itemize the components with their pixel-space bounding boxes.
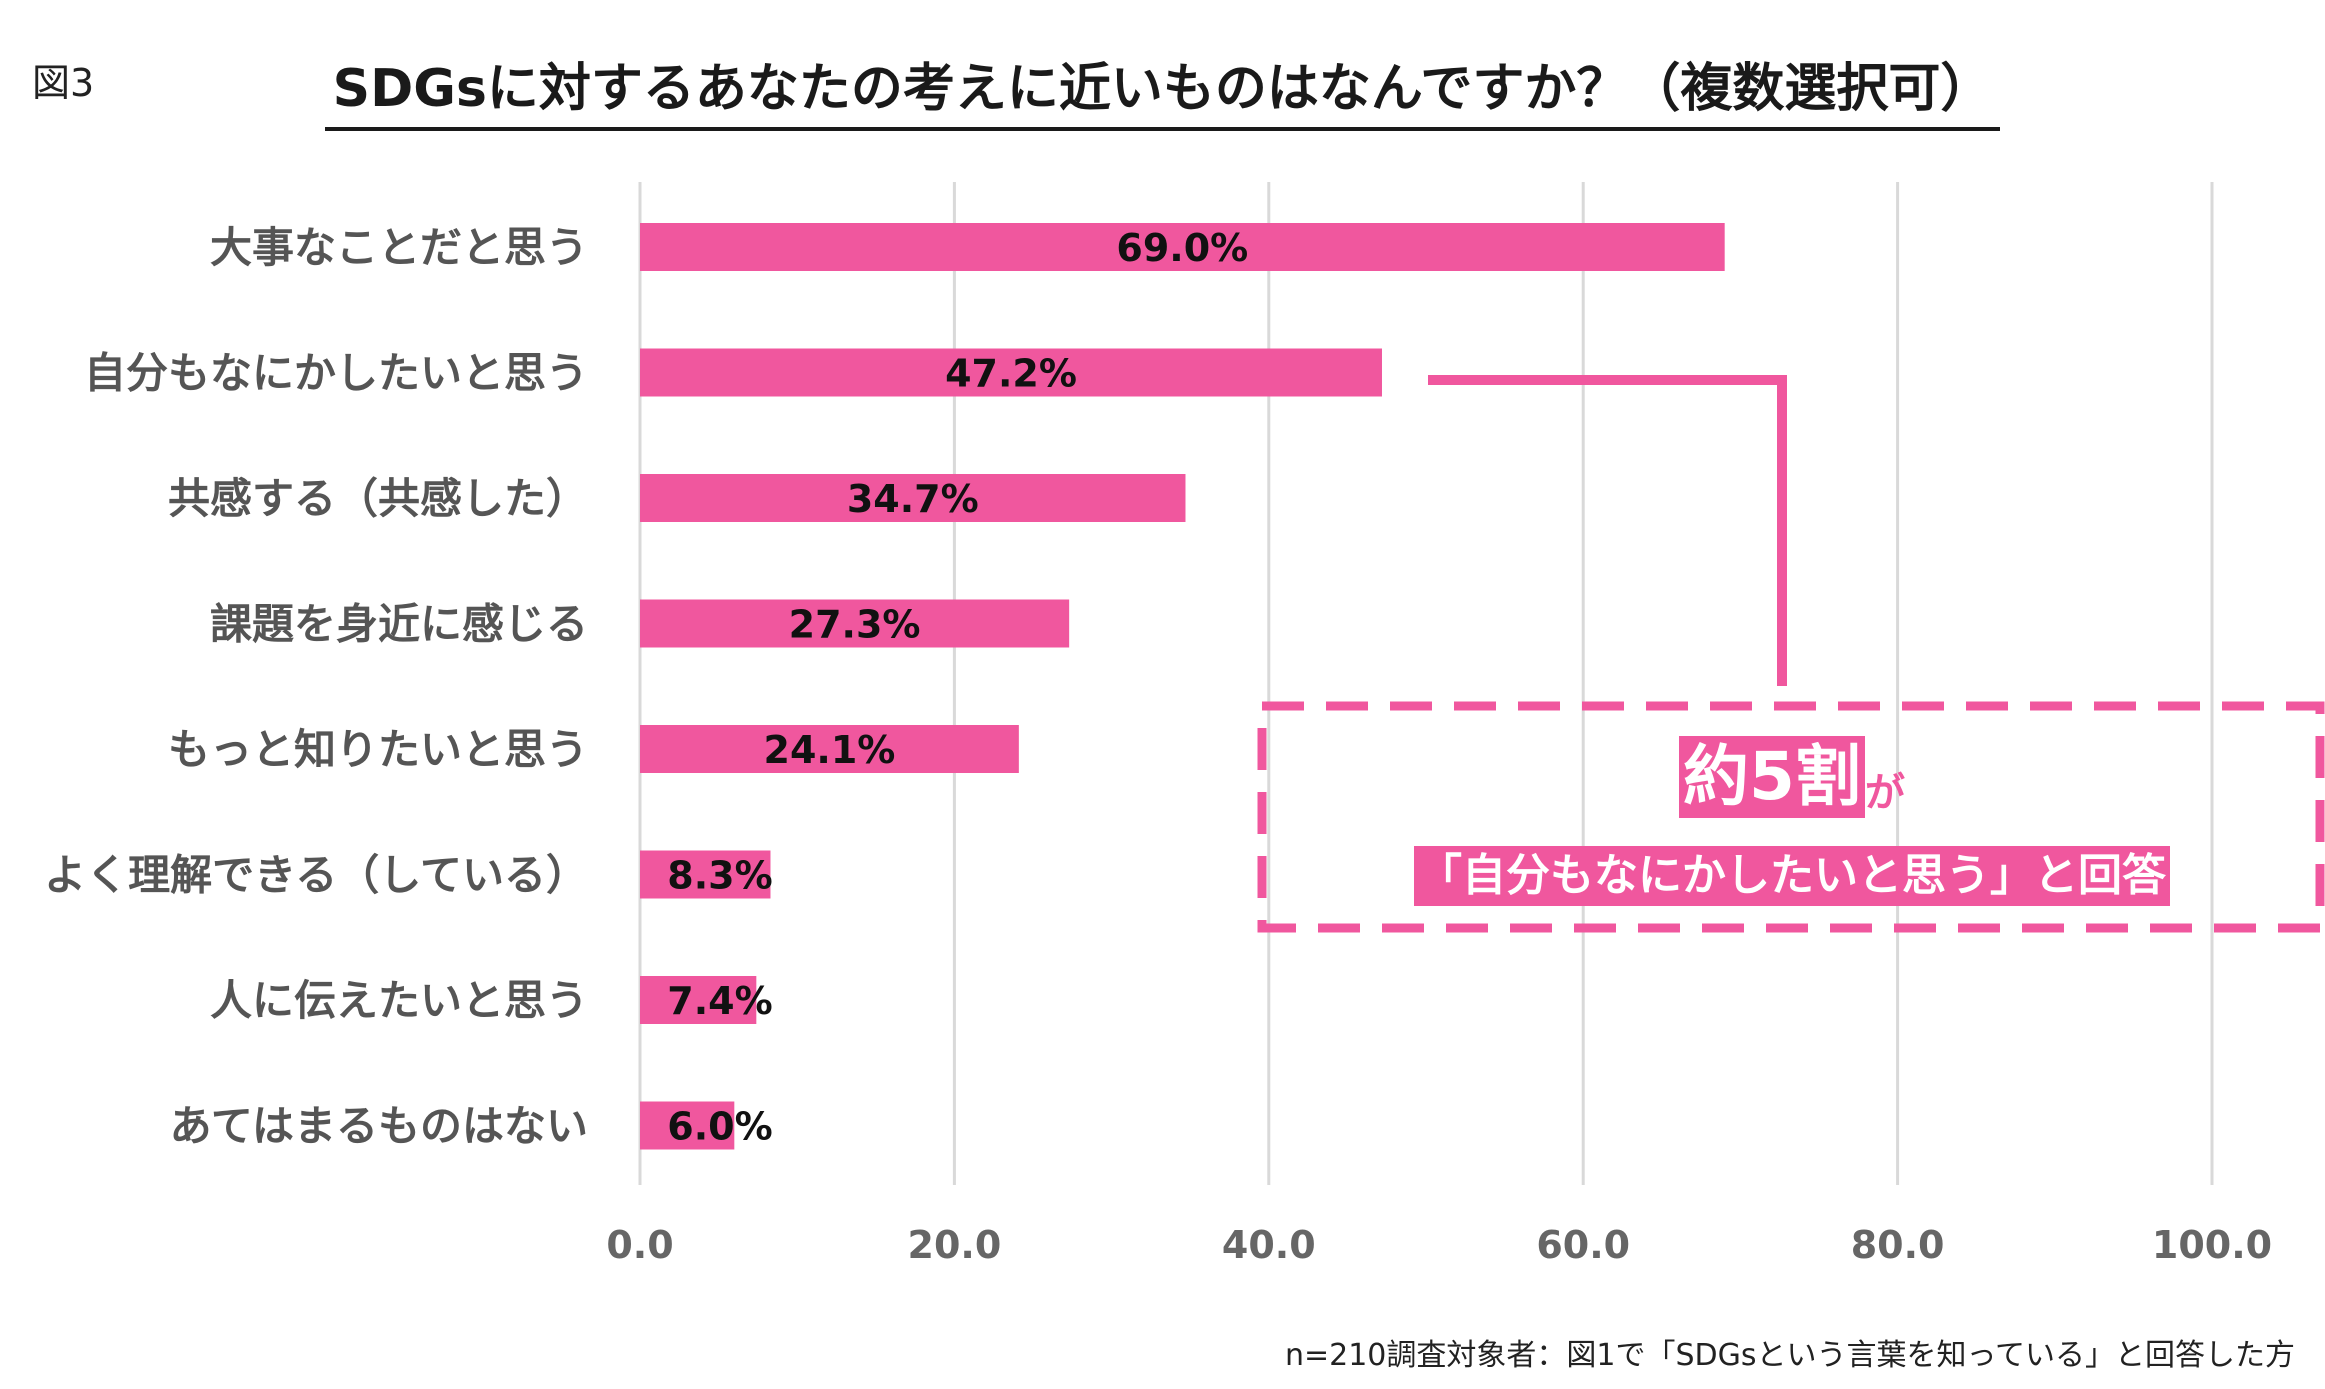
callout-box: 約5割が 「自分もなにかしたいと思う」と回答 bbox=[1262, 706, 2322, 928]
category-label: あてはまるものはない bbox=[170, 1102, 588, 1151]
callout-subline: 「自分もなにかしたいと思う」と回答 bbox=[1262, 846, 2322, 906]
callout-border bbox=[1257, 701, 2325, 933]
bar bbox=[640, 223, 1725, 271]
bar bbox=[640, 348, 1382, 397]
bar bbox=[640, 599, 1070, 648]
category-label: よく理解できる（している） bbox=[44, 851, 588, 900]
x-tick-label: 60.0 bbox=[1536, 1223, 1630, 1267]
category-label: 人に伝えたいと思う bbox=[210, 976, 588, 1025]
value-label: 7.4% bbox=[667, 979, 772, 1023]
bar bbox=[640, 850, 771, 899]
callout-headline: 約5割が bbox=[1262, 736, 2322, 818]
labels: 大事なことだと思う 69.0% 自分もなにかしたいと思う 47.2% 共感する（共感した… bbox=[44, 223, 1248, 1151]
value-label: 6.0% bbox=[667, 1105, 772, 1149]
chart-title-text: SDGsに対するあなたの考えに近いものはなんですか？（複数選択可） bbox=[324, 46, 2001, 131]
category-label: 大事なことだと思う bbox=[210, 223, 588, 272]
value-label: 69.0% bbox=[1116, 226, 1248, 270]
value-label: 34.7% bbox=[847, 477, 979, 521]
x-tick-label: 100.0 bbox=[2152, 1223, 2272, 1267]
callout-connector bbox=[1428, 375, 1787, 686]
footnote: n=210調査対象者：図1で「SDGsという言葉を知っている」と回答した方 bbox=[1284, 1338, 2295, 1373]
bar bbox=[640, 976, 757, 1024]
value-label: 24.1% bbox=[764, 728, 896, 772]
category-label: もっと知りたいと思う bbox=[168, 725, 588, 774]
value-label: 47.2% bbox=[945, 352, 1077, 396]
x-tick-label: 20.0 bbox=[908, 1223, 1002, 1267]
bars bbox=[640, 223, 1725, 1150]
x-tick-label: 40.0 bbox=[1222, 1223, 1316, 1267]
value-label: 27.3% bbox=[789, 603, 921, 647]
x-axis-ticks: 0.0 20.0 40.0 60.0 80.0 100.0 bbox=[606, 1223, 2272, 1267]
bar bbox=[640, 474, 1186, 522]
category-label: 共感する（共感した） bbox=[168, 474, 588, 523]
bar bbox=[640, 725, 1019, 773]
bar bbox=[640, 1101, 735, 1150]
callout-big-text: 約5割 bbox=[1679, 736, 1865, 818]
x-tick-label: 0.0 bbox=[606, 1223, 673, 1267]
value-label: 8.3% bbox=[667, 854, 772, 898]
category-label: 自分もなにかしたいと思う bbox=[84, 349, 588, 398]
grid-lines bbox=[638, 182, 2214, 1185]
category-label: 課題を身近に感じる bbox=[210, 600, 588, 649]
x-tick-label: 80.0 bbox=[1851, 1223, 1945, 1267]
figure-label: 図3 bbox=[32, 61, 95, 105]
callout-small-text: が bbox=[1864, 770, 1905, 816]
chart-title: SDGsに対するあなたの考えに近いものはなんですか？（複数選択可） bbox=[0, 46, 2325, 131]
callout-quote-text: 「自分もなにかしたいと思う」と回答 bbox=[1414, 846, 2170, 906]
